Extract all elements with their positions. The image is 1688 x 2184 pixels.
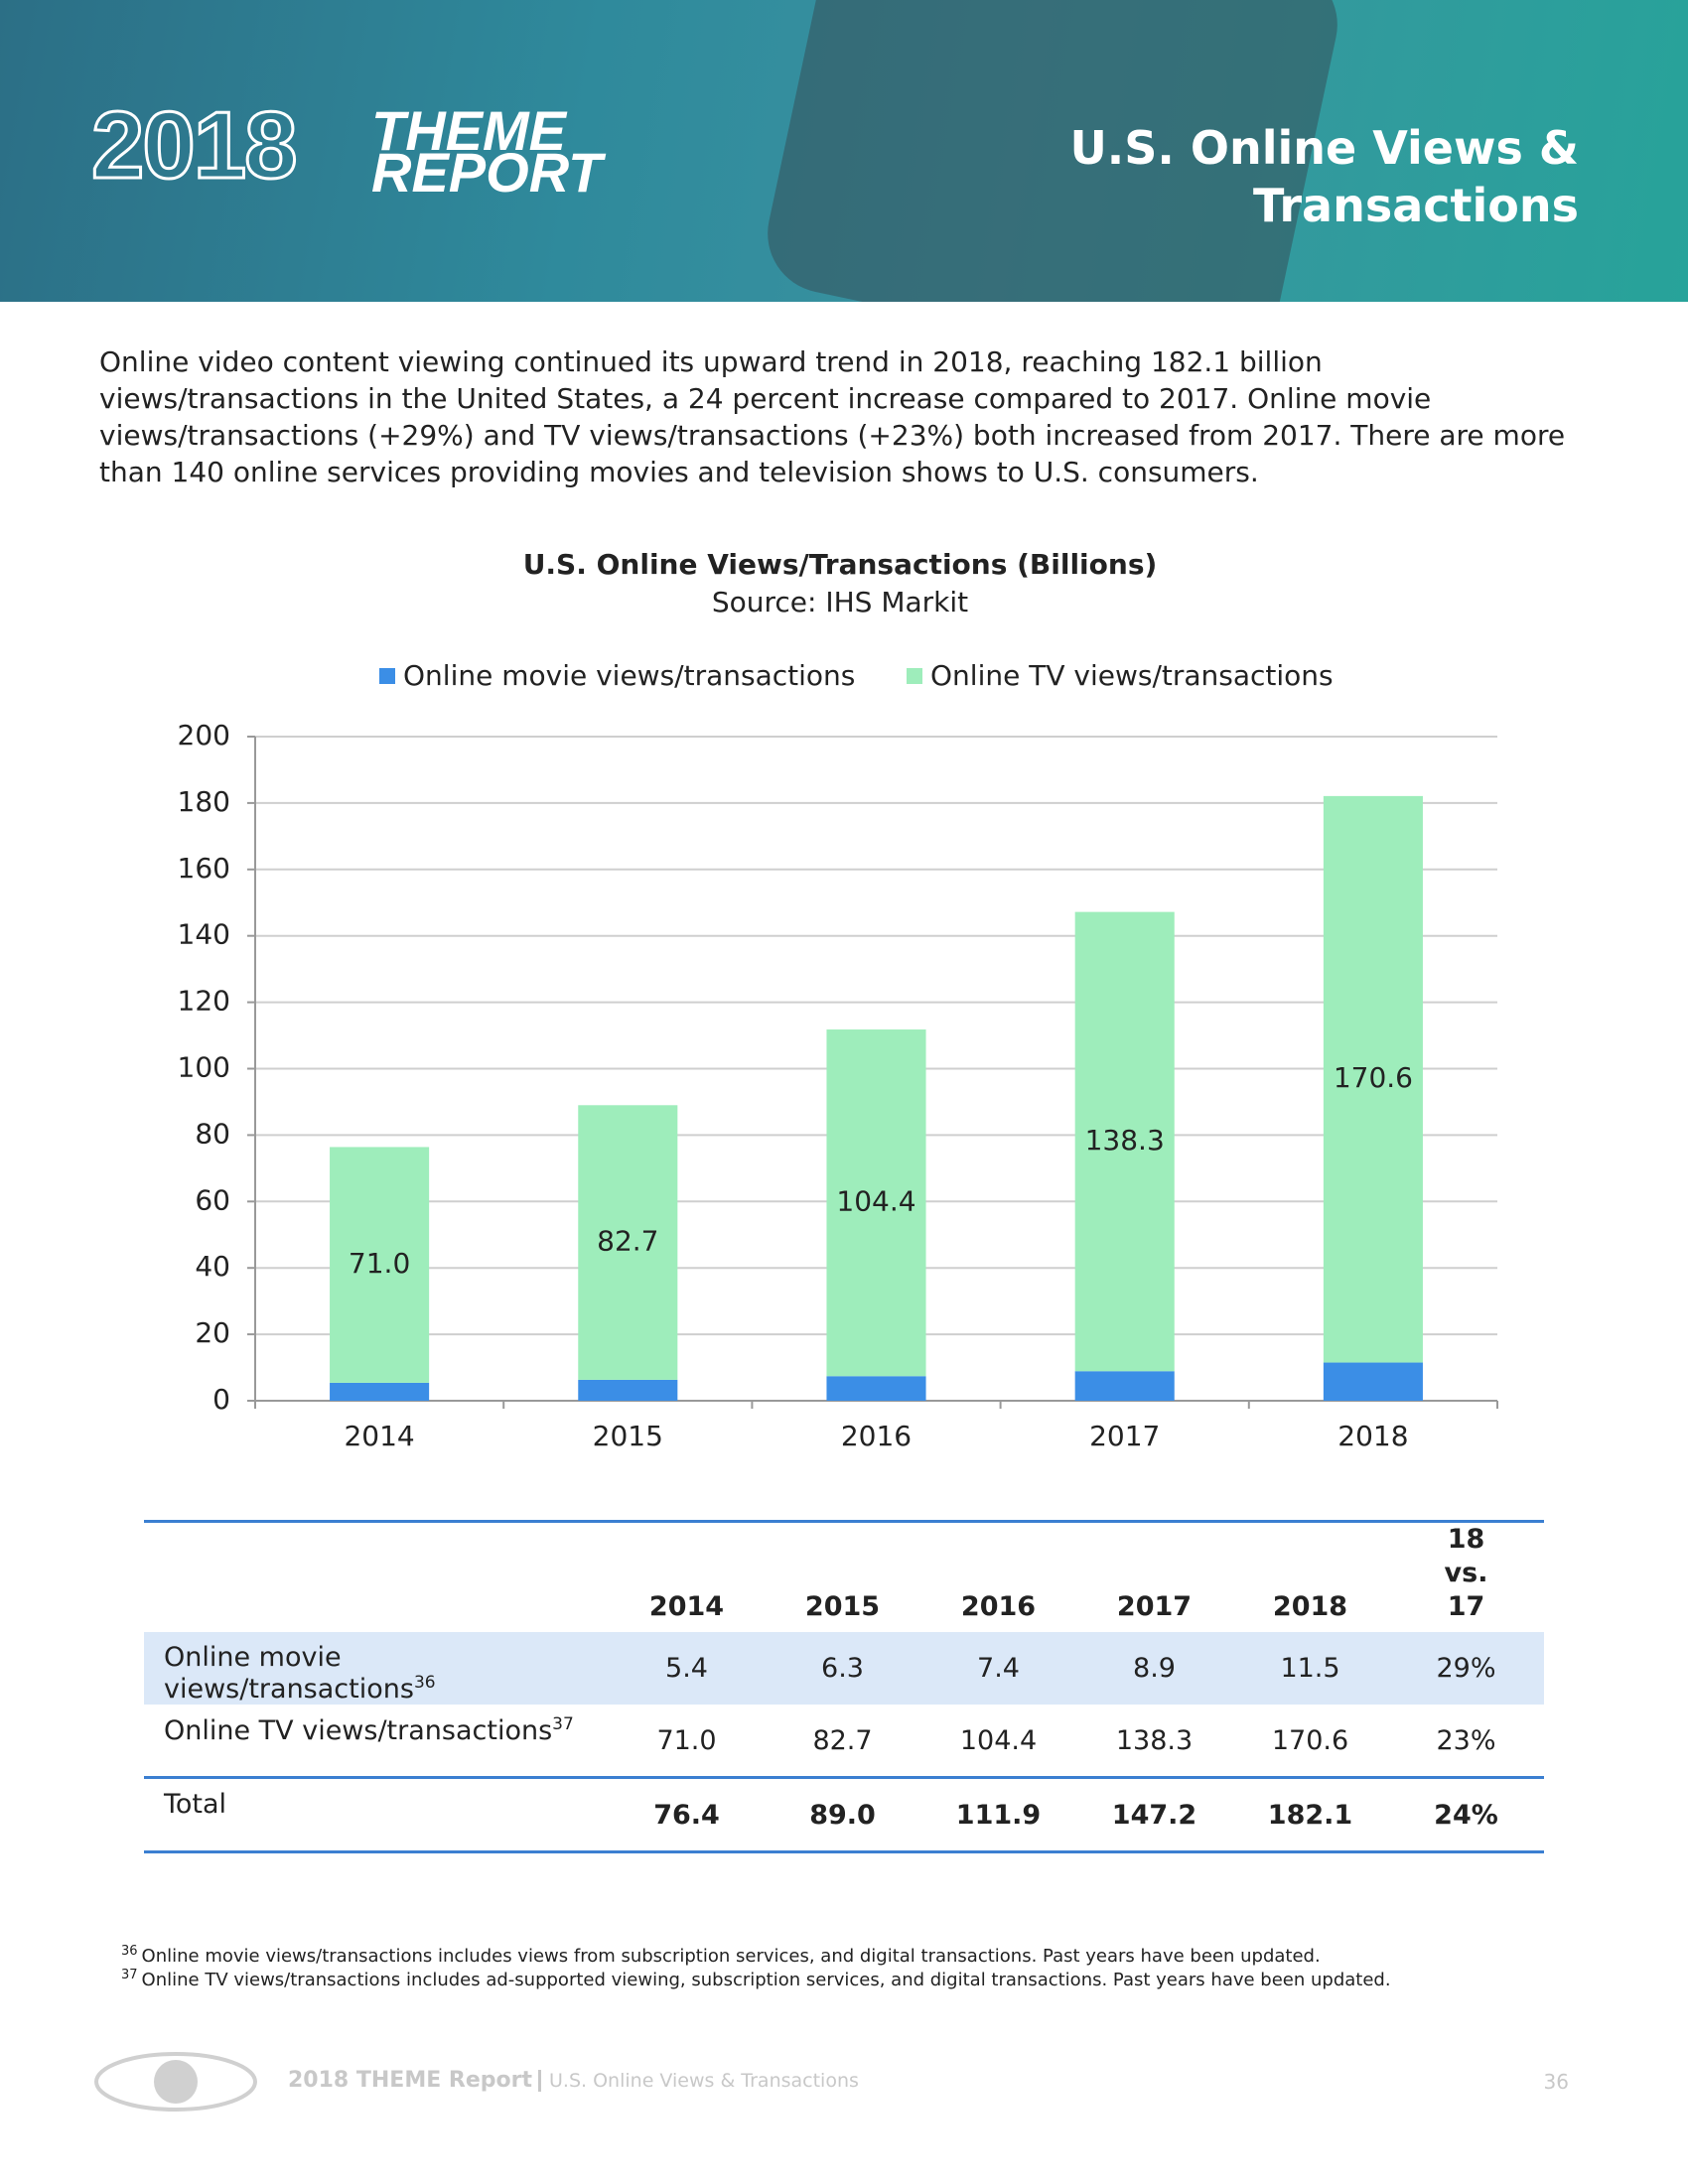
row-label-text: Total xyxy=(164,1789,227,1820)
data-label: 104.4 xyxy=(836,1185,915,1218)
row-label-text: Online TV views/transactions xyxy=(164,1715,553,1746)
x-tick-label: 2017 xyxy=(1089,1420,1160,1452)
table-cell: 89.0 xyxy=(765,1776,920,1853)
logo-word: REPORT xyxy=(371,141,603,204)
bar-segment xyxy=(826,1376,926,1401)
table-cell: 104.4 xyxy=(959,1724,1038,1756)
chart-title: U.S. Online Views/Transactions (Billions… xyxy=(523,548,1158,581)
data-label: 138.3 xyxy=(1085,1124,1165,1157)
footnote-ref: 37 xyxy=(552,1714,574,1734)
y-tick-label: 0 xyxy=(212,1383,230,1416)
table-cell: 6.3 xyxy=(765,1632,920,1705)
y-tick-label: 40 xyxy=(195,1250,230,1283)
table-cell: 170.6 xyxy=(1271,1724,1349,1756)
legend-label: Online TV views/transactions xyxy=(930,659,1334,692)
legend-label: Online movie views/transactions xyxy=(403,659,855,692)
table-row: Online movie views/transactions36 5.4 6.3 7… xyxy=(144,1632,1544,1705)
table-cell: 23% xyxy=(1436,1724,1496,1756)
table-cell: 111.9 xyxy=(920,1776,1076,1853)
table-cell: 8.9 xyxy=(1076,1632,1232,1705)
table-cell: 24% xyxy=(1388,1776,1544,1853)
column-header: 18 vs. 17 xyxy=(1388,1520,1544,1632)
table-cell: 147.2 xyxy=(1076,1776,1232,1853)
page-number: 36 xyxy=(1543,2070,1569,2094)
y-tick-label: 160 xyxy=(178,852,230,885)
footer-section: U.S. Online Views & Transactions xyxy=(538,2070,859,2092)
footnote-text: Online movie views/transactions includes… xyxy=(141,1946,1321,1967)
x-tick-label: 2015 xyxy=(593,1420,663,1452)
column-header: 2018 xyxy=(1232,1520,1388,1632)
column-header: 2016 xyxy=(920,1520,1076,1632)
table-cell: 29% xyxy=(1388,1632,1544,1705)
legend-swatch xyxy=(907,668,922,684)
table-cell: 138.3 xyxy=(1115,1724,1194,1756)
footer-logo xyxy=(94,2052,257,2112)
y-tick-label: 100 xyxy=(178,1051,230,1084)
footnote: 36 Online movie views/transactions includ… xyxy=(121,1944,1321,1967)
row-label: Total xyxy=(144,1776,609,1853)
bar-segment xyxy=(578,1105,678,1380)
footnote-text: Online TV views/transactions includes ad… xyxy=(141,1970,1391,1990)
table-cell: 11.5 xyxy=(1232,1632,1388,1705)
y-tick-label: 120 xyxy=(178,985,230,1018)
column-header: 2017 xyxy=(1076,1520,1232,1632)
bar-segment xyxy=(1074,1371,1175,1401)
y-tick-label: 140 xyxy=(178,918,230,951)
footnote-ref: 36 xyxy=(413,1673,436,1693)
data-label: 71.0 xyxy=(349,1247,410,1280)
bar-segment xyxy=(1323,1362,1423,1401)
header-banner: 2018 THEME REPORT U.S. Online Views & Tr… xyxy=(0,0,1688,302)
table-row: Total 76.4 89.0 111.9 147.2 182.1 24% xyxy=(144,1776,1544,1853)
row-label: Online movie views/transactions36 xyxy=(144,1632,609,1705)
data-label: 82.7 xyxy=(597,1225,658,1258)
page-title: U.S. Online Views & Transactions xyxy=(1069,121,1579,232)
chart-subtitle: Source: IHS Markit xyxy=(712,586,968,618)
bar-segment xyxy=(1074,911,1175,1372)
data-table: 2014 2015 2016 2017 2018 18 vs. 17 Online mov… xyxy=(144,1520,1544,1853)
y-tick-label: 60 xyxy=(195,1183,230,1216)
table-cell: 71.0 xyxy=(656,1724,717,1756)
table-row: Online TV views/transactions37 71.0 82.7 10… xyxy=(144,1705,1544,1778)
logo-year: 2018 xyxy=(90,91,300,201)
x-tick-label: 2018 xyxy=(1337,1420,1408,1452)
bar-segment xyxy=(826,1029,926,1377)
y-tick-label: 20 xyxy=(195,1316,230,1349)
table-cell: 76.4 xyxy=(609,1776,765,1853)
table-cell: 82.7 xyxy=(812,1724,873,1756)
y-tick-label: 80 xyxy=(195,1117,230,1150)
y-tick-label: 200 xyxy=(178,719,230,751)
bar-segment xyxy=(1323,795,1423,1363)
legend-swatch xyxy=(379,668,395,684)
y-tick-label: 180 xyxy=(178,785,230,818)
table-corner xyxy=(144,1520,609,1632)
row-label-text: Online movie views/transactions xyxy=(164,1642,414,1705)
intro-text: Online video content viewing continued i… xyxy=(99,345,1566,488)
footnote: 37 Online TV views/transactions includes … xyxy=(121,1968,1391,1990)
data-label: 170.6 xyxy=(1334,1061,1413,1094)
row-label: Online TV views/transactions37 xyxy=(144,1705,609,1778)
column-header: 2014 xyxy=(609,1520,765,1632)
table-cell: 5.4 xyxy=(609,1632,765,1705)
bar-segment xyxy=(330,1382,430,1401)
footer-brand: 2018 THEME Report xyxy=(288,2068,533,2093)
bar-segment xyxy=(578,1379,678,1401)
x-tick-label: 2016 xyxy=(841,1420,912,1452)
table-cell: 7.4 xyxy=(920,1632,1076,1705)
table-cell: 182.1 xyxy=(1232,1776,1388,1853)
x-tick-label: 2014 xyxy=(344,1420,414,1452)
chart: U.S. Online Views/Transactions (Billions… xyxy=(178,548,1498,1452)
footnote-number: 36 xyxy=(121,1944,138,1959)
footer: 2018 THEME Report U.S. Online Views & Tra… xyxy=(288,2068,859,2093)
logo-word: THEME xyxy=(371,99,566,162)
bar-segment xyxy=(330,1147,430,1383)
column-header: 2015 xyxy=(765,1520,920,1632)
footnote-number: 37 xyxy=(121,1968,138,1982)
